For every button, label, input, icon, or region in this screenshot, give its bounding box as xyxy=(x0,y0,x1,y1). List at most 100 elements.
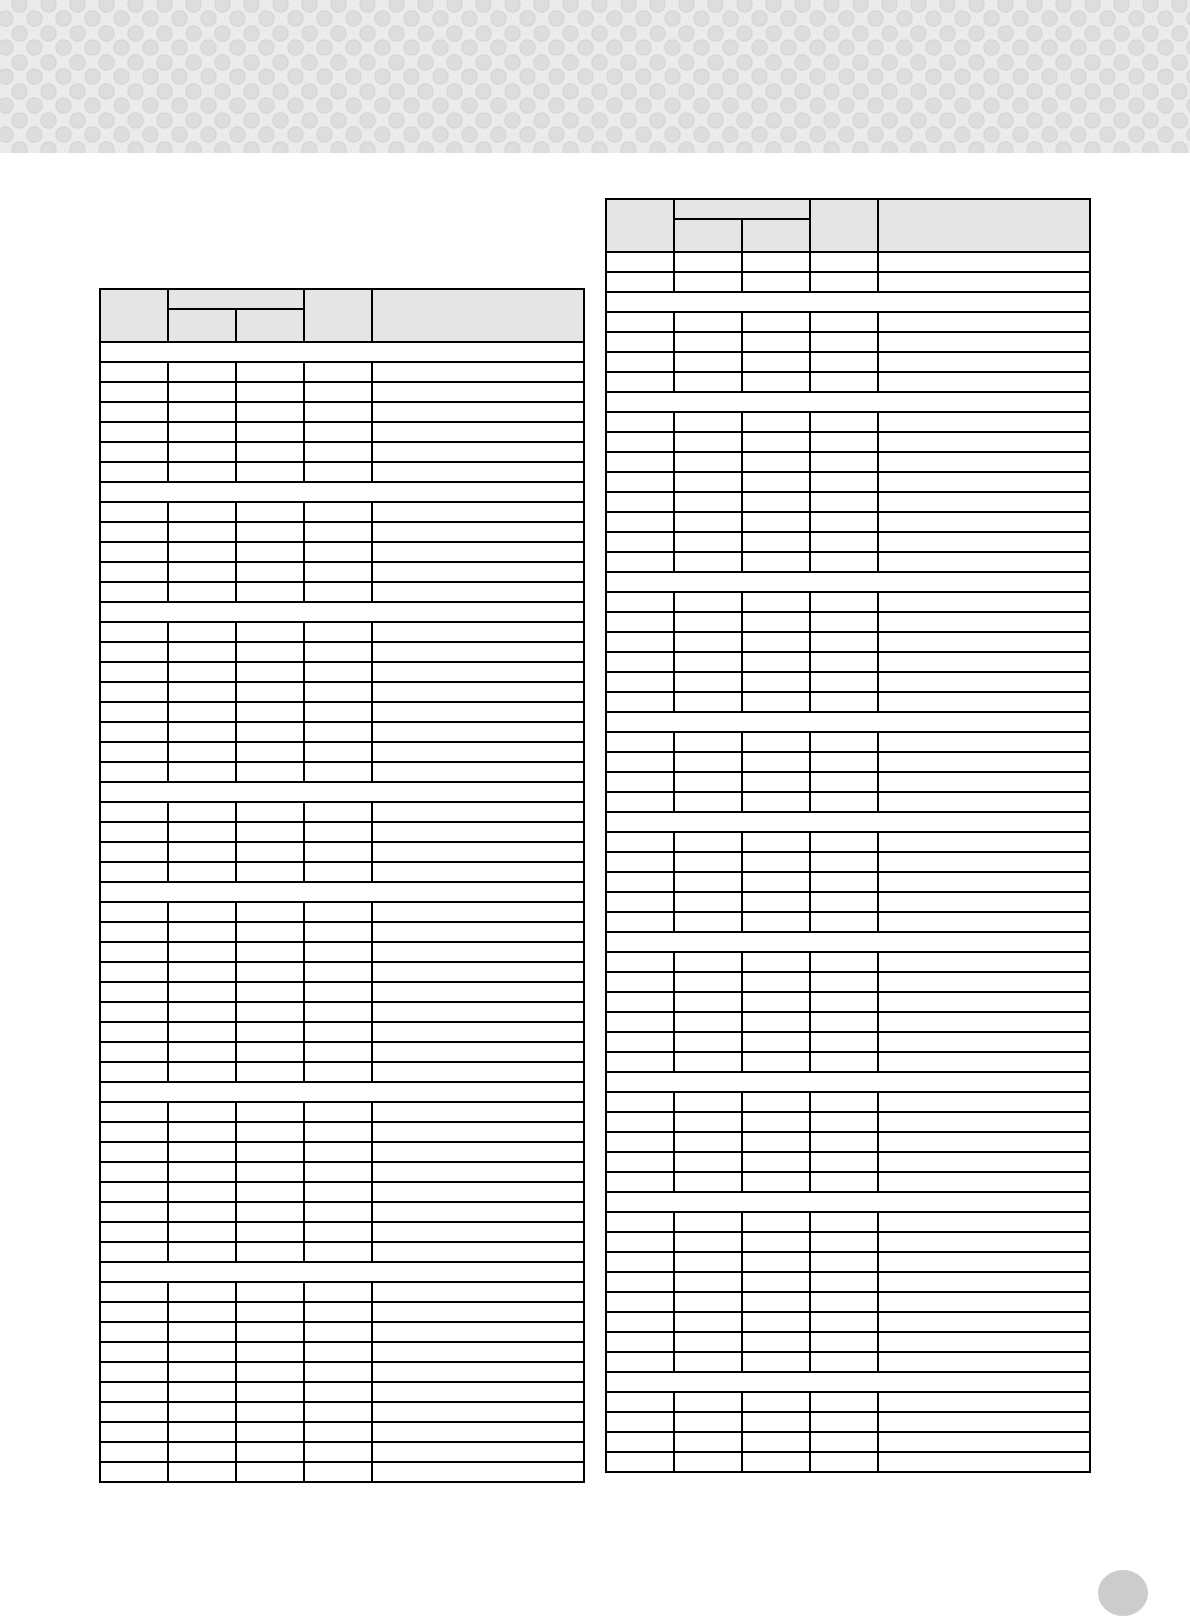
table-cell xyxy=(673,851,743,873)
section-title xyxy=(99,341,585,363)
table-cell xyxy=(99,841,169,863)
table-cell xyxy=(809,311,879,333)
table-cell xyxy=(605,1131,675,1153)
table-cell xyxy=(809,1091,879,1113)
table-cell xyxy=(371,961,585,983)
table-cell xyxy=(167,501,237,523)
table-cell xyxy=(741,431,811,453)
table-cell xyxy=(167,1141,237,1163)
table-cell xyxy=(605,1271,675,1293)
table-cell xyxy=(741,751,811,773)
table-cell xyxy=(371,921,585,943)
table-cell xyxy=(741,971,811,993)
table-cell xyxy=(235,1281,305,1303)
table-cell xyxy=(809,1031,879,1053)
table-row xyxy=(605,431,1091,453)
table-cell xyxy=(673,1391,743,1413)
table-cell xyxy=(809,651,879,673)
table-cell xyxy=(673,1271,743,1293)
header-col4 xyxy=(303,288,373,343)
table-cell xyxy=(99,561,169,583)
table-cell xyxy=(371,521,585,543)
table-cell xyxy=(809,791,879,813)
table-row xyxy=(99,1301,585,1323)
table-row xyxy=(99,1121,585,1143)
table-cell xyxy=(303,681,373,703)
table-cell xyxy=(741,691,811,713)
table-cell xyxy=(877,1051,1091,1073)
table-cell xyxy=(809,431,879,453)
table-row xyxy=(99,721,585,743)
table-cell xyxy=(371,641,585,663)
table-cell xyxy=(605,331,675,353)
section-row xyxy=(99,601,585,623)
table-cell xyxy=(303,641,373,663)
table-cell xyxy=(99,621,169,643)
table-row xyxy=(605,1131,1091,1153)
table-cell xyxy=(167,401,237,423)
table-cell xyxy=(303,1021,373,1043)
table-cell xyxy=(605,251,675,273)
table-cell xyxy=(99,1041,169,1063)
table-cell xyxy=(235,961,305,983)
table-cell xyxy=(167,721,237,743)
table-cell xyxy=(99,1141,169,1163)
table-row xyxy=(605,1151,1091,1173)
table-row xyxy=(99,461,585,483)
table-cell xyxy=(303,1181,373,1203)
table-cell xyxy=(741,651,811,673)
table-cell xyxy=(673,431,743,453)
table-cell xyxy=(303,1001,373,1023)
table-cell xyxy=(877,311,1091,333)
section-row xyxy=(99,781,585,803)
table-cell xyxy=(235,1401,305,1423)
table-cell xyxy=(371,801,585,823)
table-cell xyxy=(371,981,585,1003)
table-cell xyxy=(673,1031,743,1053)
table-cell xyxy=(877,1111,1091,1133)
table-row xyxy=(605,1211,1091,1233)
table-cell xyxy=(371,1341,585,1363)
table-cell xyxy=(741,911,811,933)
table-cell xyxy=(99,921,169,943)
table-cell xyxy=(235,681,305,703)
table-row xyxy=(605,471,1091,493)
table-cell xyxy=(809,1331,879,1353)
table-cell xyxy=(673,1151,743,1173)
table-cell xyxy=(877,911,1091,933)
table-cell xyxy=(235,1341,305,1363)
table-cell xyxy=(673,1331,743,1353)
table-cell xyxy=(877,1311,1091,1333)
table-row xyxy=(605,1351,1091,1373)
dotted-header-banner xyxy=(0,0,1190,153)
table-cell xyxy=(809,1211,879,1233)
table-cell xyxy=(235,521,305,543)
table-cell xyxy=(99,1161,169,1183)
table-cell xyxy=(673,1171,743,1193)
table-cell xyxy=(673,1291,743,1313)
table-row xyxy=(99,1401,585,1423)
table-cell xyxy=(371,1161,585,1183)
table-cell xyxy=(673,1011,743,1033)
table-row xyxy=(99,1201,585,1223)
table-cell xyxy=(809,1171,879,1193)
table-cell xyxy=(371,1241,585,1263)
table-cell xyxy=(673,951,743,973)
table-row xyxy=(605,1171,1091,1193)
table-row xyxy=(99,501,585,523)
table-cell xyxy=(673,551,743,573)
table-row xyxy=(99,1361,585,1383)
table-cell xyxy=(303,1441,373,1463)
table-cell xyxy=(99,981,169,1003)
table-cell xyxy=(673,651,743,673)
table-cell xyxy=(235,821,305,843)
table-cell xyxy=(605,1331,675,1353)
table-cell xyxy=(235,1221,305,1243)
section-row xyxy=(99,881,585,903)
table-cell xyxy=(809,851,879,873)
table-cell xyxy=(167,361,237,383)
table-cell xyxy=(303,961,373,983)
table-row xyxy=(99,661,585,683)
table-row xyxy=(605,971,1091,993)
table-cell xyxy=(809,631,879,653)
